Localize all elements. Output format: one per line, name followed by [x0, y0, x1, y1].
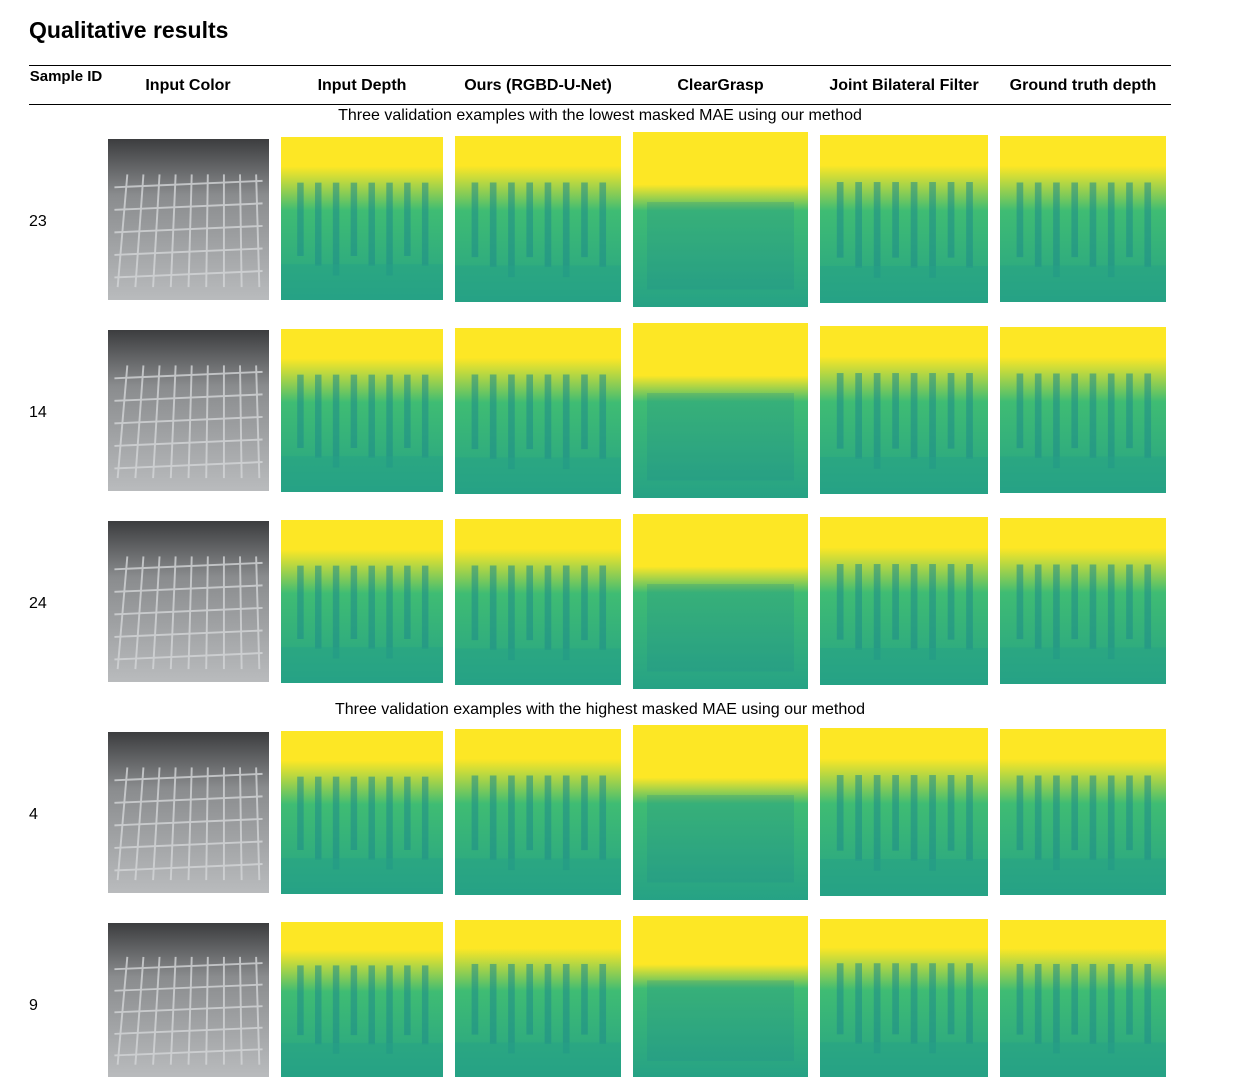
ground-truth-depth-image	[1000, 518, 1166, 684]
ours-depth-image	[455, 136, 621, 302]
column-header-ours: Ours (RGBD-U-Net)	[464, 77, 612, 94]
row-sample-id: 4	[29, 806, 38, 823]
jbf-depth-image	[820, 326, 988, 494]
column-header-sample-id: Sample ID	[29, 68, 103, 85]
input-color-image	[108, 139, 269, 300]
ground-truth-depth-image	[1000, 327, 1166, 493]
ground-truth-depth-image	[1000, 920, 1166, 1077]
cleargrasp-depth-image	[633, 514, 808, 689]
input-color-image	[108, 923, 269, 1077]
cleargrasp-depth-image	[633, 916, 808, 1077]
jbf-depth-image	[820, 135, 988, 303]
column-header-ground-truth: Ground truth depth	[1009, 77, 1157, 94]
section-note-highest: Three validation examples with the highe…	[334, 701, 866, 718]
figure-title: Qualitative results	[29, 17, 229, 43]
ours-depth-image	[455, 729, 621, 895]
row-sample-id: 9	[29, 997, 38, 1014]
column-header-cleargrasp: ClearGrasp	[677, 77, 764, 94]
column-header-input-color: Input Color	[145, 77, 231, 94]
row-sample-id: 14	[29, 404, 47, 421]
ours-depth-image	[455, 519, 621, 685]
cleargrasp-depth-image	[633, 725, 808, 900]
ground-truth-depth-image	[1000, 136, 1166, 302]
column-header-joint-bilateral-filter: Joint Bilateral Filter	[829, 77, 979, 94]
input-depth-image	[281, 329, 443, 492]
input-depth-image	[281, 922, 443, 1077]
jbf-depth-image	[820, 517, 988, 685]
input-color-image	[108, 330, 269, 491]
jbf-depth-image	[820, 728, 988, 896]
table-header-rule	[29, 104, 1171, 105]
input-color-image	[108, 521, 269, 682]
cleargrasp-depth-image	[633, 323, 808, 498]
ground-truth-depth-image	[1000, 729, 1166, 895]
ours-depth-image	[455, 920, 621, 1077]
column-header-input-depth: Input Depth	[317, 77, 407, 94]
table-top-rule	[29, 65, 1171, 66]
row-sample-id: 23	[29, 213, 47, 230]
input-depth-image	[281, 520, 443, 683]
section-note-lowest: Three validation examples with the lowes…	[338, 107, 862, 124]
input-depth-image	[281, 137, 443, 300]
input-depth-image	[281, 731, 443, 894]
cleargrasp-depth-image	[633, 132, 808, 307]
ours-depth-image	[455, 328, 621, 494]
input-color-image	[108, 732, 269, 893]
row-sample-id: 24	[29, 595, 47, 612]
jbf-depth-image	[820, 919, 988, 1077]
